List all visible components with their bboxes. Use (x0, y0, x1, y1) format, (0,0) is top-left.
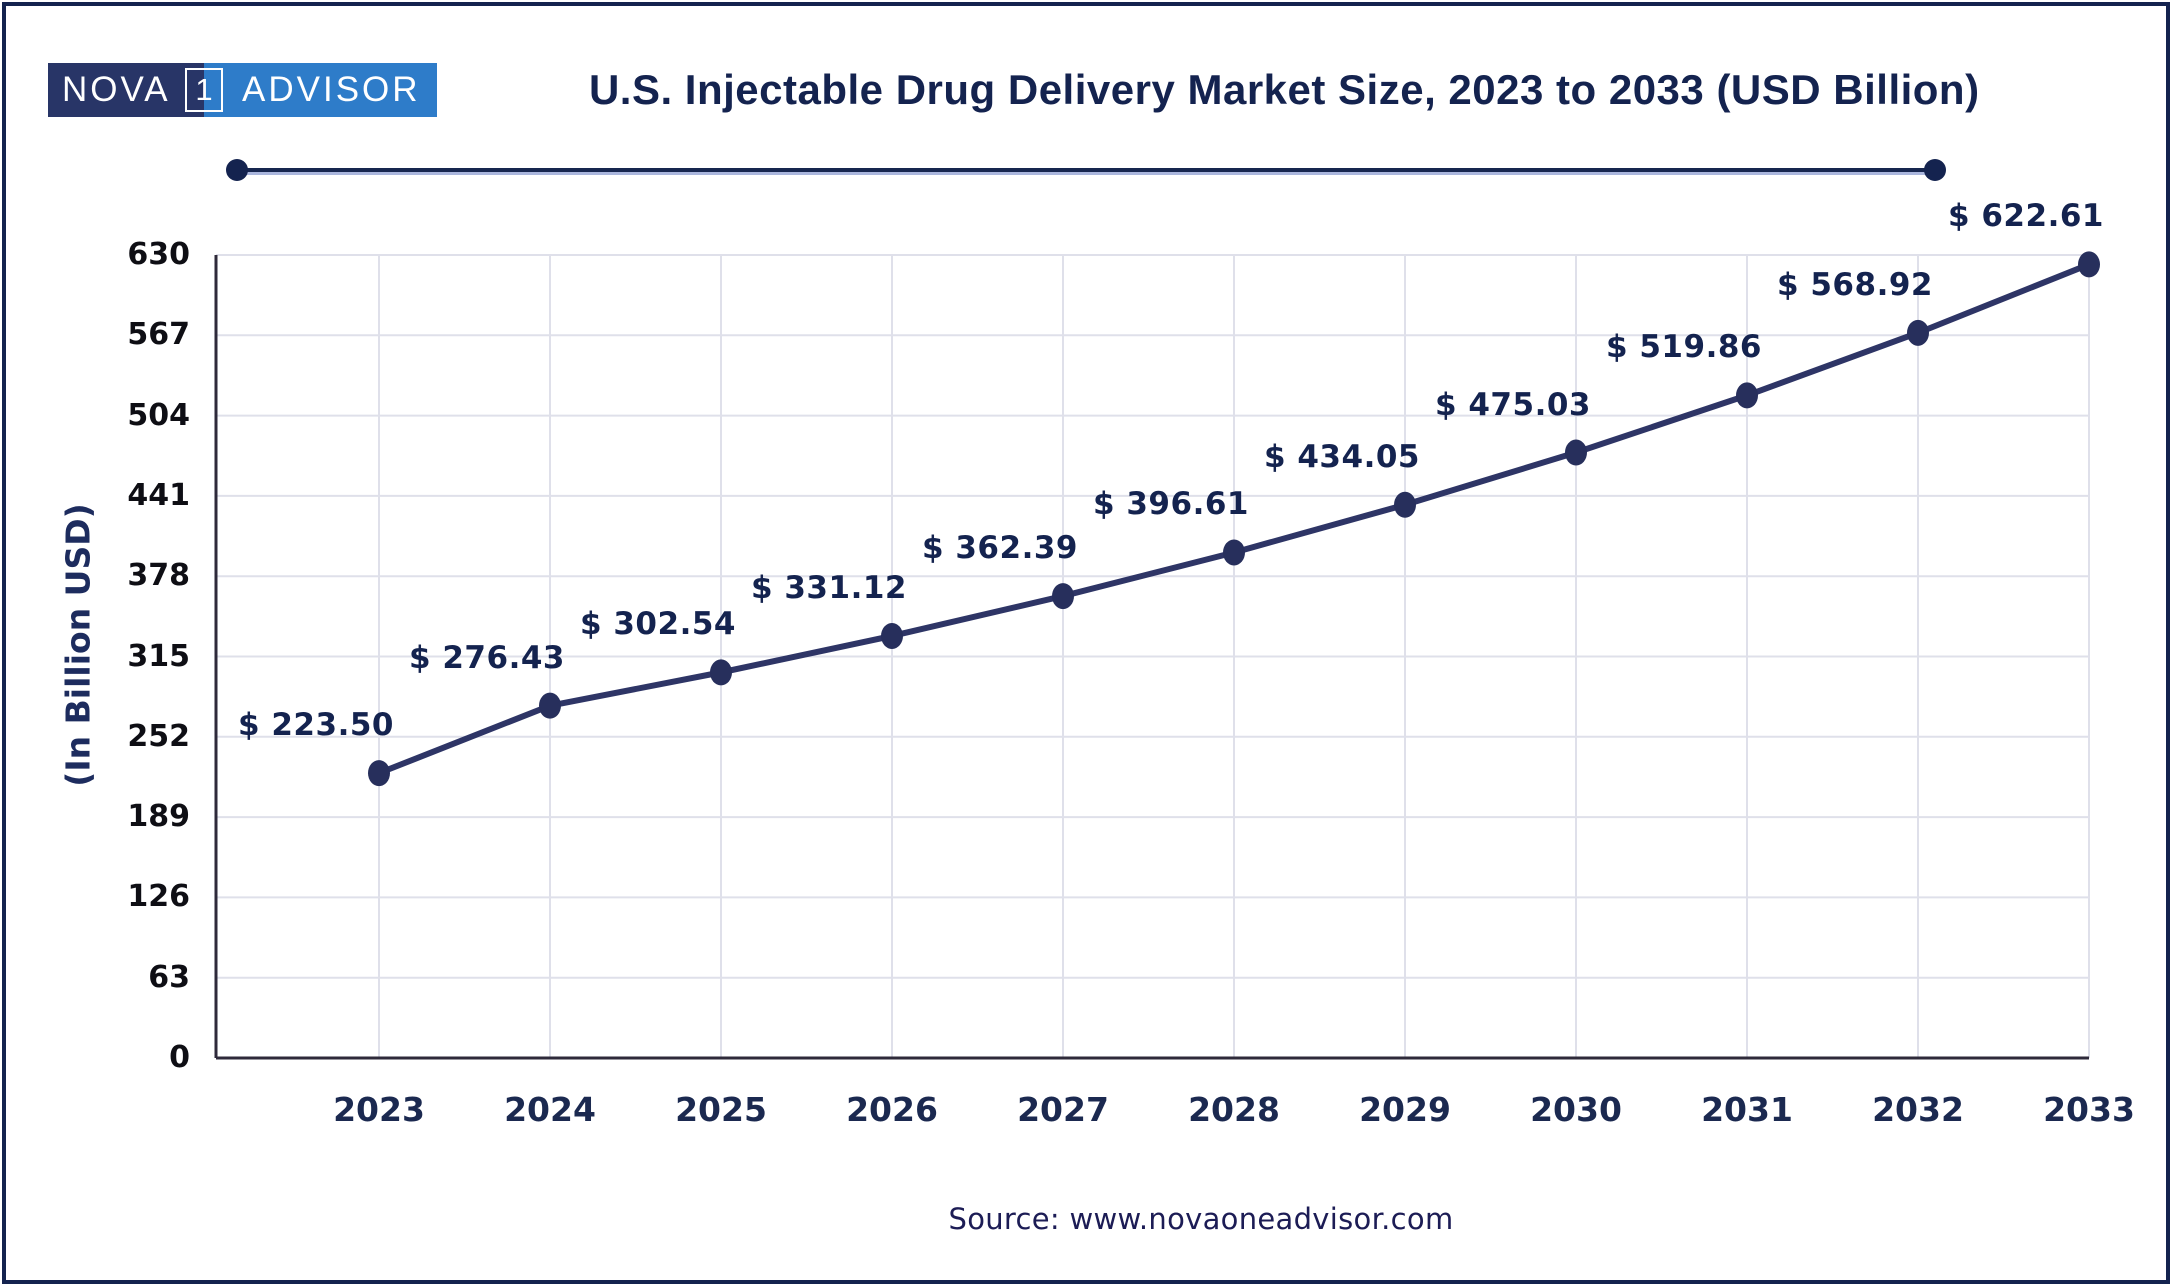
title-divider-line (226, 159, 1946, 181)
x-tick-label: 2031 (1701, 1090, 1793, 1129)
x-tick-label: 2027 (1017, 1090, 1109, 1129)
x-tick-label: 2030 (1530, 1090, 1622, 1129)
source-text: Source: www.novaoneadvisor.com (948, 1202, 1454, 1236)
data-point-label: $ 362.39 (922, 530, 1078, 567)
data-point-label: $ 475.03 (1435, 386, 1591, 423)
y-tick-label: 567 (127, 317, 190, 353)
y-tick-label: 0 (169, 1040, 190, 1075)
data-point-label: $ 568.92 (1777, 266, 1933, 303)
data-point-label: $ 302.54 (580, 606, 736, 643)
logo-one-badge: 1 (185, 68, 223, 112)
data-point-label: $ 622.61 (1948, 198, 2104, 235)
x-tick-label: 2033 (2043, 1090, 2135, 1129)
data-point-marker (1052, 583, 1074, 610)
y-tick-label: 441 (127, 477, 190, 513)
y-tick-label: 63 (148, 959, 190, 995)
data-point-marker (710, 659, 732, 686)
y-tick-label: 315 (127, 638, 190, 674)
data-point-marker (2078, 251, 2100, 278)
y-tick-label: 630 (127, 237, 190, 272)
data-point-marker (1394, 491, 1416, 518)
y-tick-label: 378 (127, 558, 190, 594)
x-tick-label: 2028 (1188, 1090, 1280, 1129)
data-point-label: $ 276.43 (409, 639, 565, 676)
data-point-marker (1907, 319, 1929, 346)
x-tick-label: 2023 (333, 1090, 425, 1129)
header: NOVA ADVISOR 1 U.S. Injectable Drug Deli… (48, 60, 2132, 120)
data-point-label: $ 434.05 (1264, 438, 1420, 475)
chart-title: U.S. Injectable Drug Delivery Market Siz… (588, 66, 1980, 113)
divider-right-dot-icon (1924, 159, 1946, 181)
x-tick-label: 2025 (675, 1090, 767, 1129)
nova-one-advisor-logo: NOVA ADVISOR 1 (48, 63, 437, 117)
logo-left-segment: NOVA (48, 63, 204, 117)
divider-left-dot-icon (226, 159, 248, 181)
x-tick-label: 2026 (846, 1090, 938, 1129)
y-tick-label: 504 (127, 397, 190, 433)
x-tick-label: 2029 (1359, 1090, 1451, 1129)
y-tick-label: 189 (127, 799, 190, 835)
data-point-marker (1223, 539, 1245, 566)
data-point-marker (1736, 382, 1758, 409)
chart-canvas (214, 251, 2100, 1060)
y-tick-label: 252 (127, 718, 190, 754)
data-point-label: $ 519.86 (1606, 329, 1762, 366)
x-tick-label: 2024 (504, 1090, 596, 1129)
data-point-label: $ 396.61 (1093, 486, 1249, 523)
data-point-marker (368, 760, 390, 787)
logo-right-segment: ADVISOR (204, 63, 437, 117)
data-point-marker (881, 622, 903, 649)
plot-area: 0 63 126 189 252 315 378 441 504 567 630 2023 2024 20… (127, 198, 2135, 1129)
data-point-label: $ 223.50 (238, 707, 394, 744)
x-tick-label: 2032 (1872, 1090, 1964, 1129)
data-point-marker (1565, 439, 1587, 466)
y-tick-label: 126 (127, 879, 190, 915)
data-point-label: $ 331.12 (751, 569, 907, 606)
data-point-marker (539, 692, 561, 719)
